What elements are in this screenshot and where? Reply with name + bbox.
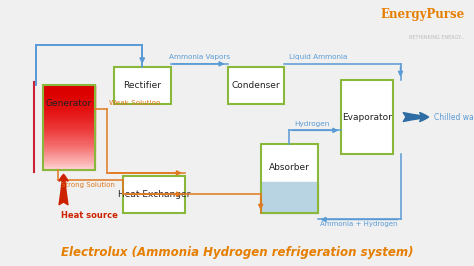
Bar: [43, 106, 95, 109]
Bar: [43, 162, 95, 164]
Bar: [43, 134, 95, 136]
Bar: [43, 157, 95, 160]
Bar: [43, 113, 95, 115]
Text: Absorber: Absorber: [269, 163, 310, 172]
Bar: [43, 96, 95, 98]
Text: Weak Solution: Weak Solution: [109, 100, 161, 106]
Bar: [43, 151, 95, 153]
Bar: [43, 115, 95, 117]
Bar: [261, 144, 318, 182]
Bar: [43, 140, 95, 143]
FancyBboxPatch shape: [341, 80, 393, 154]
Bar: [43, 130, 95, 132]
Bar: [43, 153, 95, 155]
Bar: [43, 149, 95, 151]
Bar: [43, 94, 95, 96]
Text: Hydrogen: Hydrogen: [294, 121, 329, 127]
Bar: [43, 155, 95, 157]
Bar: [43, 111, 95, 113]
Text: Evaporator: Evaporator: [342, 113, 392, 122]
Bar: [43, 98, 95, 100]
Bar: [43, 89, 95, 92]
Bar: [43, 166, 95, 168]
Text: Electrolux (Ammonia Hydrogen refrigeration system): Electrolux (Ammonia Hydrogen refrigerati…: [61, 246, 413, 259]
Bar: [43, 168, 95, 170]
Text: Heat Exchanger: Heat Exchanger: [118, 190, 190, 199]
Bar: [43, 128, 95, 130]
Text: Condenser: Condenser: [232, 81, 280, 90]
Bar: [43, 85, 95, 87]
FancyBboxPatch shape: [123, 176, 185, 213]
Bar: [43, 123, 95, 126]
Bar: [43, 100, 95, 102]
FancyBboxPatch shape: [228, 66, 284, 104]
Bar: [43, 87, 95, 89]
Text: EnergyPurse: EnergyPurse: [380, 8, 465, 21]
Bar: [43, 119, 95, 121]
Text: Rectifier: Rectifier: [123, 81, 161, 90]
Bar: [261, 182, 318, 213]
Bar: [43, 136, 95, 138]
Bar: [43, 104, 95, 106]
Bar: [43, 109, 95, 111]
Bar: [43, 145, 95, 147]
Text: Ammonia + Hydrogen: Ammonia + Hydrogen: [320, 221, 398, 227]
Bar: [43, 143, 95, 145]
Bar: [43, 138, 95, 140]
Bar: [43, 102, 95, 104]
Bar: [43, 121, 95, 123]
FancyBboxPatch shape: [114, 66, 171, 104]
Bar: [43, 160, 95, 162]
Bar: [43, 132, 95, 134]
Bar: [43, 147, 95, 149]
Bar: [43, 117, 95, 119]
Text: RETHINKING ENERGY...: RETHINKING ENERGY...: [409, 35, 465, 40]
Text: Chilled water: Chilled water: [434, 113, 474, 122]
Bar: [43, 164, 95, 166]
Bar: [43, 92, 95, 94]
Text: Strong Solution: Strong Solution: [61, 182, 115, 188]
Text: Heat source: Heat source: [61, 211, 118, 221]
Text: Ammonia Vapors: Ammonia Vapors: [169, 54, 229, 60]
Text: Liquid Ammonia: Liquid Ammonia: [289, 54, 347, 60]
Text: Generator: Generator: [46, 99, 92, 108]
Bar: [43, 126, 95, 128]
